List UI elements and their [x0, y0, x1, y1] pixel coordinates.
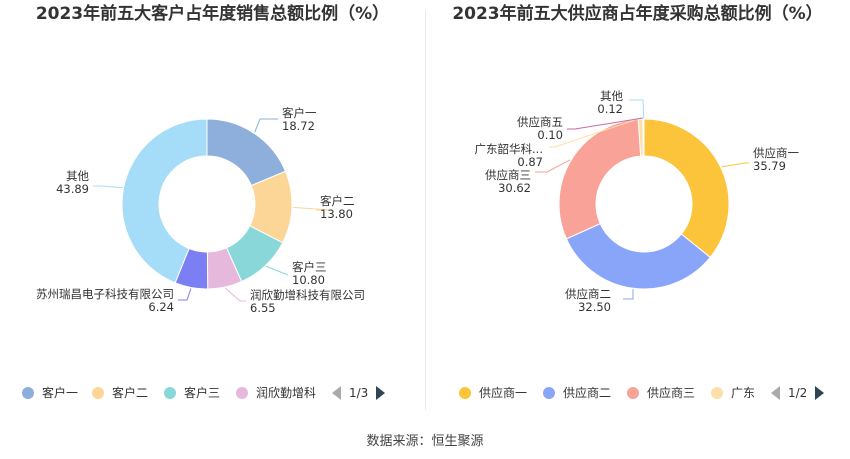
- legend-item[interactable]: 润欣勤增科: [236, 383, 316, 403]
- pie-slice[interactable]: [643, 118, 730, 259]
- label-leader-line: [93, 185, 123, 189]
- legend-label: 供应商二: [563, 386, 612, 400]
- slice-data-label: 客户二 13.80: [320, 194, 355, 221]
- legend-swatch-icon: [711, 386, 723, 399]
- pager-page-text: 1/3: [349, 386, 369, 400]
- slice-data-label: 润欣勤增科技有限公司 6.55: [250, 288, 365, 315]
- legend-swatch-icon: [164, 386, 176, 399]
- legend-label: 供应商一: [479, 386, 528, 400]
- pie-slice[interactable]: [642, 118, 645, 157]
- legend-label: 客户二: [112, 386, 149, 400]
- slice-data-label: 苏州瑞昌电子科技有限公司 6.24: [36, 287, 174, 314]
- customer-chart-title: 2023年前五大客户占年度销售总额比例（%）: [35, 4, 390, 24]
- legend-item[interactable]: 供应商三: [627, 383, 695, 403]
- pager-prev-icon[interactable]: [332, 385, 341, 400]
- pie-slice[interactable]: [558, 118, 642, 240]
- label-leader-line: [292, 206, 331, 211]
- legend-swatch-icon: [22, 386, 34, 399]
- legend-item[interactable]: 客户二: [92, 383, 148, 403]
- data-source-note: 数据来源：恒生聚源: [366, 434, 484, 449]
- pager-next-icon[interactable]: [376, 385, 386, 400]
- label-leader-line: [721, 162, 749, 168]
- slice-data-label: 供应商五 0.10: [517, 115, 563, 142]
- label-leader-line: [178, 288, 192, 301]
- legend-swatch-icon: [236, 386, 248, 399]
- label-leader-line: [549, 117, 641, 148]
- legend-label: 广东: [731, 386, 756, 400]
- legend-item[interactable]: 供应商一: [459, 383, 527, 403]
- slice-data-label: 供应商二 32.50: [565, 287, 611, 314]
- panel-divider: [425, 10, 426, 410]
- label-leader-line: [254, 118, 278, 133]
- supplier-legend-pager: 1/2: [771, 383, 825, 403]
- slice-data-label: 供应商三 30.62: [485, 168, 531, 195]
- legend-swatch-icon: [459, 386, 471, 399]
- legend-label: 客户三: [184, 386, 221, 400]
- legend-item[interactable]: 供应商二: [543, 383, 611, 403]
- legend-item[interactable]: 客户三: [164, 383, 220, 403]
- supplier-chart-title: 2023年前五大供应商占年度采购总额比例（%）: [452, 4, 823, 24]
- legend-swatch-icon: [543, 386, 555, 399]
- customer-legend-pager: 1/3: [332, 383, 386, 403]
- legend-label: 供应商三: [647, 386, 696, 400]
- pager-prev-icon[interactable]: [771, 385, 780, 400]
- pie-slice[interactable]: [121, 118, 208, 284]
- slice-data-label: 广东韶华科... 0.87: [475, 142, 543, 169]
- slice-data-label: 供应商一 35.79: [753, 146, 799, 173]
- label-leader-line: [567, 117, 644, 130]
- legend-label: 润欣勤增科: [256, 386, 317, 400]
- legend-swatch-icon: [627, 386, 639, 399]
- label-leader-line: [629, 99, 645, 119]
- slice-data-label: 客户一 18.72: [282, 106, 317, 133]
- customer-chart-panel: 2023年前五大客户占年度销售总额比例（%） 客户一 18.72 客户二 13.80 客…: [22, 4, 390, 403]
- label-leader-line: [224, 287, 246, 302]
- legend-label: 客户一: [42, 386, 79, 400]
- label-leader-line: [623, 289, 634, 300]
- supplier-chart-panel: 2023年前五大供应商占年度采购总额比例（%） 供应商一 35.79 供应商二 32.…: [425, 0, 850, 459]
- legend-item[interactable]: 客户一: [22, 383, 78, 403]
- legend-item[interactable]: 广东: [711, 383, 755, 403]
- pager-page-text: 1/2: [788, 386, 808, 400]
- legend-swatch-icon: [92, 386, 104, 399]
- pager-next-icon[interactable]: [815, 385, 825, 400]
- pie-slice[interactable]: [206, 118, 287, 187]
- pie-slice[interactable]: [565, 222, 711, 290]
- slice-data-label: 客户三 10.80: [292, 260, 327, 287]
- label-leader-line: [266, 265, 289, 276]
- slice-data-label: 其他 43.89: [56, 169, 89, 196]
- label-leader-line: [535, 159, 571, 173]
- slice-data-label: 其他 0.12: [597, 89, 623, 116]
